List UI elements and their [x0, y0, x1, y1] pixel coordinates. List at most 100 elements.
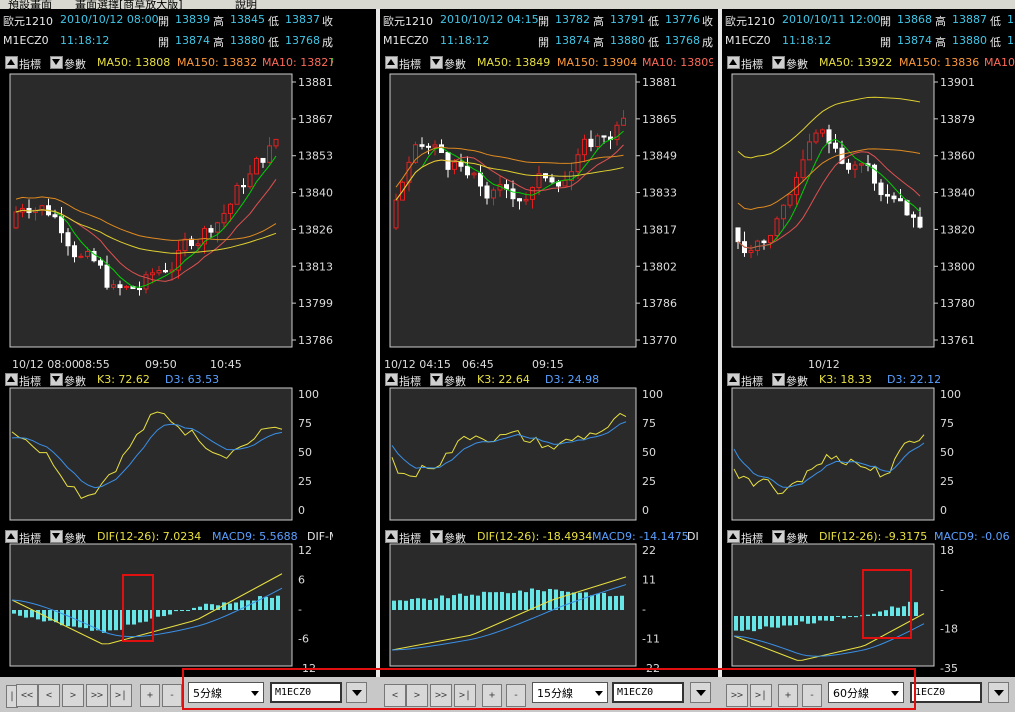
osc-bar	[404, 600, 408, 610]
candle-body	[833, 142, 838, 149]
param-down-icon[interactable]	[430, 530, 443, 543]
macd-tick-label: -6	[298, 633, 309, 646]
macd-chart[interactable]: 18 - -18 -35	[722, 543, 1015, 677]
param-down-icon[interactable]	[50, 530, 63, 543]
kd-tick-label: 75	[298, 417, 312, 430]
param-down-icon[interactable]	[772, 530, 785, 543]
candle-body	[807, 141, 812, 161]
param-down-icon[interactable]	[772, 373, 785, 386]
indicator-up-icon[interactable]	[385, 530, 398, 543]
indicator-up-icon[interactable]	[727, 530, 740, 543]
period-select-3[interactable]: 60分線	[828, 682, 904, 703]
nav-last-button[interactable]: >|	[110, 684, 132, 707]
triangle-down-icon	[774, 533, 782, 539]
ma10-readout: MA10: 13	[984, 56, 1015, 69]
param-down-icon[interactable]	[430, 373, 443, 386]
param-down-icon[interactable]	[772, 56, 785, 69]
open-value: 13874	[555, 34, 590, 47]
symbol-dropdown-button-1[interactable]	[346, 682, 367, 703]
symbol-input-1[interactable]: M1ECZ0	[270, 682, 342, 703]
candle-body	[176, 250, 181, 271]
bar-datetime: 2010/10/12 04:15	[440, 13, 539, 26]
indicator-up-icon[interactable]	[385, 56, 398, 69]
candle-body	[452, 161, 457, 170]
symbol-input-2[interactable]: M1ECZ0	[612, 682, 684, 703]
zoom-in-button-3[interactable]: +	[778, 684, 798, 707]
price-tick-label: 13786	[298, 334, 333, 347]
symbol-dropdown-button-2[interactable]	[690, 682, 711, 703]
price-tick-label: 13881	[298, 76, 333, 89]
period-select-2[interactable]: 15分線	[532, 682, 608, 703]
dif-line	[733, 613, 925, 661]
candle-body	[601, 135, 607, 138]
nav-fast-forward-button-3[interactable]: >>	[726, 684, 748, 707]
price-chart[interactable]: 13881 13867 13853 13840 13826 13813 13799 13786…	[0, 72, 333, 371]
indicator-up-icon[interactable]	[385, 373, 398, 386]
high-label: 高	[935, 15, 946, 28]
price-tick-label: 13865	[642, 113, 677, 126]
nav-last-button-3[interactable]: >|	[750, 684, 772, 707]
candle-body	[614, 124, 620, 140]
menu-item-view-select[interactable]: 畫面選擇[商草放大版]	[75, 0, 183, 11]
price-chart[interactable]: 13901 13879 13860 13840 13820 13800 13780 13761…	[722, 72, 1015, 371]
zoom-out-button-3[interactable]: -	[802, 684, 822, 707]
candle-body	[748, 249, 754, 254]
param-down-icon[interactable]	[50, 56, 63, 69]
nav-prev-button-2[interactable]: <	[384, 684, 406, 707]
macd_bar-bar: 指標 參數 DIF(12-26): 7.0234 MACD9: 5.5688 DIF-M…	[0, 529, 333, 545]
param-down-icon[interactable]	[50, 373, 63, 386]
kd-chart[interactable]: 100 75 50 25 0	[380, 387, 713, 528]
symbol-input-3[interactable]: 1ECZ0	[910, 682, 982, 703]
nav-fast-forward-button[interactable]: >>	[86, 684, 108, 707]
osc-bar	[416, 598, 420, 610]
zoom-in-button-2[interactable]: +	[482, 684, 502, 707]
triangle-up-icon	[7, 59, 15, 65]
indicator-up-icon[interactable]	[5, 530, 18, 543]
indicator-up-icon[interactable]	[5, 56, 18, 69]
price-tick-label: 13802	[642, 260, 677, 273]
panel-divider	[376, 9, 380, 677]
menu-item-help[interactable]: 說明	[235, 0, 257, 11]
candle-body	[241, 184, 246, 188]
price-chart[interactable]: 13881 13865 13849 13833 13817 13802 13786 13770…	[380, 72, 713, 371]
indicator-label: 指標	[741, 532, 763, 545]
period-select-1[interactable]: 5分線	[188, 682, 264, 703]
menu-item-default-view[interactable]: 預設畫面	[8, 0, 52, 11]
osc-bar	[452, 595, 456, 610]
kd-chart[interactable]: 100 75 50 25 0	[722, 387, 1015, 528]
nav-fast-forward-button-2[interactable]: >>	[430, 684, 452, 707]
candle-body	[872, 164, 877, 184]
nav-first-button[interactable]: <<	[16, 684, 38, 707]
param-down-icon[interactable]	[430, 56, 443, 69]
candle-body	[78, 255, 84, 258]
indicator-up-icon[interactable]	[727, 56, 740, 69]
price-tick-label: 13826	[298, 223, 333, 236]
macd-chart[interactable]: 126--6-12	[0, 543, 333, 677]
symbol-code: M1ECZ0	[383, 34, 429, 47]
param-label: 參數	[444, 532, 466, 545]
chevron-down-icon	[696, 690, 706, 696]
zoom-out-button[interactable]: -	[162, 684, 182, 707]
nav-next-button-2[interactable]: >	[406, 684, 428, 707]
candle-body	[530, 187, 535, 200]
osc-bar	[36, 610, 40, 620]
kd-chart[interactable]: 100 75 50 25 0	[0, 387, 333, 528]
low-value: 13837	[285, 13, 320, 26]
nav-last-button-2[interactable]: >|	[454, 684, 476, 707]
zoom-in-button[interactable]: +	[140, 684, 160, 707]
candle-body	[182, 238, 188, 252]
nav-next-button[interactable]: >	[62, 684, 84, 707]
osc-bar	[96, 610, 100, 631]
ma50-readout: MA50: 13808	[97, 56, 171, 69]
price-tick-label: 13833	[642, 187, 677, 200]
osc-bar	[198, 606, 202, 610]
osc-bar	[830, 616, 834, 622]
nav-prev-button[interactable]: <	[38, 684, 60, 707]
symbol-dropdown-button-3[interactable]	[988, 682, 1009, 703]
indicator-up-icon[interactable]	[5, 373, 18, 386]
candle-body	[13, 211, 19, 229]
time-tick-label: 10/12 04:15	[384, 358, 451, 371]
indicator-up-icon[interactable]	[727, 373, 740, 386]
zoom-out-button-2[interactable]: -	[506, 684, 526, 707]
